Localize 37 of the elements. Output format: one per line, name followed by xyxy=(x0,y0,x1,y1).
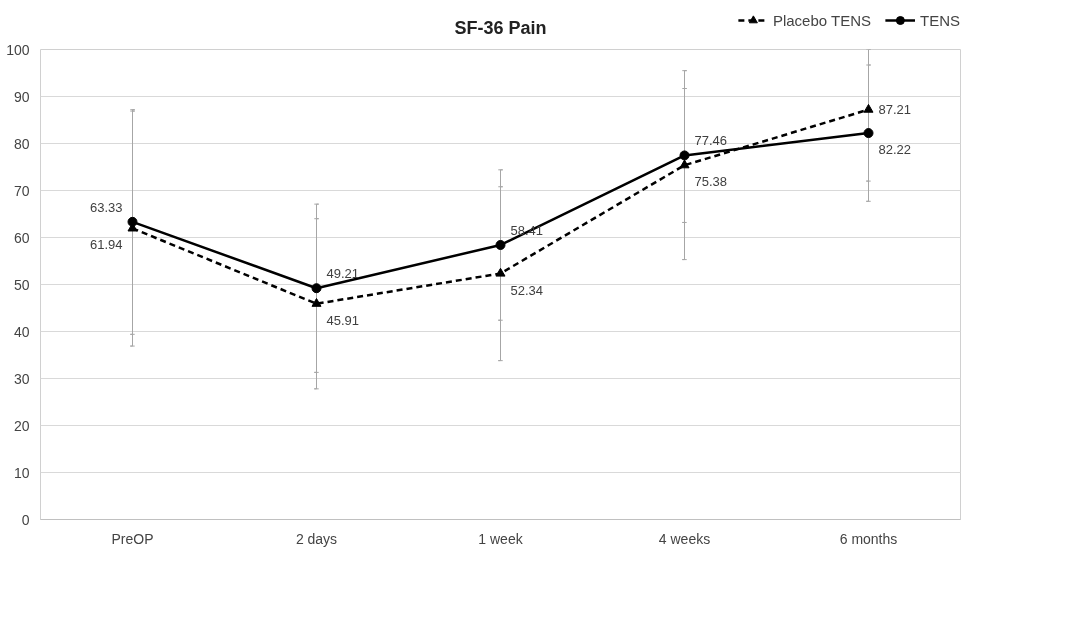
point xyxy=(311,283,322,294)
y-tick-label: 80 xyxy=(13,135,30,152)
y-tick-label: 30 xyxy=(13,370,30,387)
x-tick-label: 4 weeks xyxy=(658,530,711,547)
data-label: 75.38 xyxy=(694,174,728,190)
point xyxy=(495,267,506,277)
y-tick-label: 0 xyxy=(21,511,30,528)
y-tick-label: 70 xyxy=(13,182,30,199)
y-tick-label: 50 xyxy=(13,276,30,293)
data-label: 87.21 xyxy=(878,102,912,118)
x-tick-label: PreOP xyxy=(111,530,154,547)
point xyxy=(679,159,690,169)
data-label: 77.46 xyxy=(694,133,728,149)
data-label: 82.22 xyxy=(878,142,912,158)
data-label: 52.34 xyxy=(510,282,544,298)
point xyxy=(127,216,138,227)
y-tick-label: 90 xyxy=(13,88,30,105)
data-label: 63.33 xyxy=(89,199,123,215)
point xyxy=(495,239,506,250)
point xyxy=(863,103,874,113)
point xyxy=(311,298,322,307)
x-tick-label: 2 days xyxy=(295,530,338,547)
chart-title: SF-36 Pain xyxy=(454,17,547,38)
y-tick-label: 10 xyxy=(13,464,30,481)
point xyxy=(863,128,874,139)
y-tick-label: 60 xyxy=(13,229,30,246)
data-label: 45.91 xyxy=(326,312,360,328)
point xyxy=(679,150,690,161)
data-label: 49.21 xyxy=(326,266,360,282)
data-label: 61.94 xyxy=(89,237,123,253)
legend-label: TENS xyxy=(919,11,960,29)
y-tick-label: 20 xyxy=(13,417,30,434)
x-tick-label: 6 months xyxy=(839,530,898,547)
y-tick-label: 100 xyxy=(6,41,30,58)
y-tick-label: 40 xyxy=(13,323,30,340)
legend-label: Placebo TENS xyxy=(772,11,871,29)
x-tick-label: 1 week xyxy=(478,530,524,547)
